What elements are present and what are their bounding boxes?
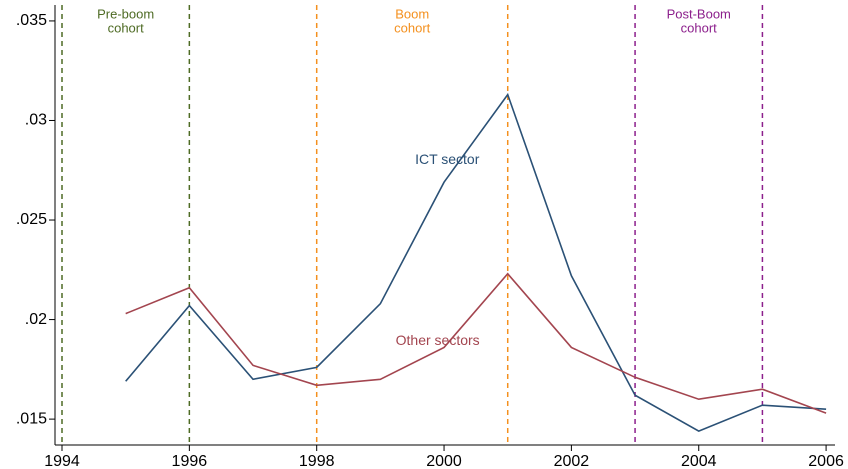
y-tick-label: .03 xyxy=(25,112,47,129)
cohort-label: Post-Boom xyxy=(667,6,731,21)
x-tick-label: 2002 xyxy=(554,453,590,469)
x-tick-label: 1996 xyxy=(172,453,208,469)
cohort-label: cohort xyxy=(394,20,431,35)
cohort-label: Pre-boom xyxy=(97,6,154,21)
cohort-label: cohort xyxy=(681,20,718,35)
y-tick-label: .025 xyxy=(16,211,47,228)
x-tick-label: 1998 xyxy=(299,453,335,469)
cohort-label: cohort xyxy=(108,20,145,35)
x-tick-label: 2004 xyxy=(681,453,717,469)
x-tick-label: 2000 xyxy=(426,453,462,469)
y-tick-label: .02 xyxy=(25,311,47,328)
y-tick-label: .035 xyxy=(16,12,47,29)
series-label: Other sectors xyxy=(396,332,480,348)
x-tick-label: 1994 xyxy=(44,453,80,469)
series-label: ICT sector xyxy=(415,151,480,167)
series-line xyxy=(125,92,827,432)
x-tick-label: 2006 xyxy=(808,453,844,469)
series-line xyxy=(125,272,827,414)
y-tick-label: .015 xyxy=(16,410,47,427)
cohort-label: Boom xyxy=(395,6,429,21)
